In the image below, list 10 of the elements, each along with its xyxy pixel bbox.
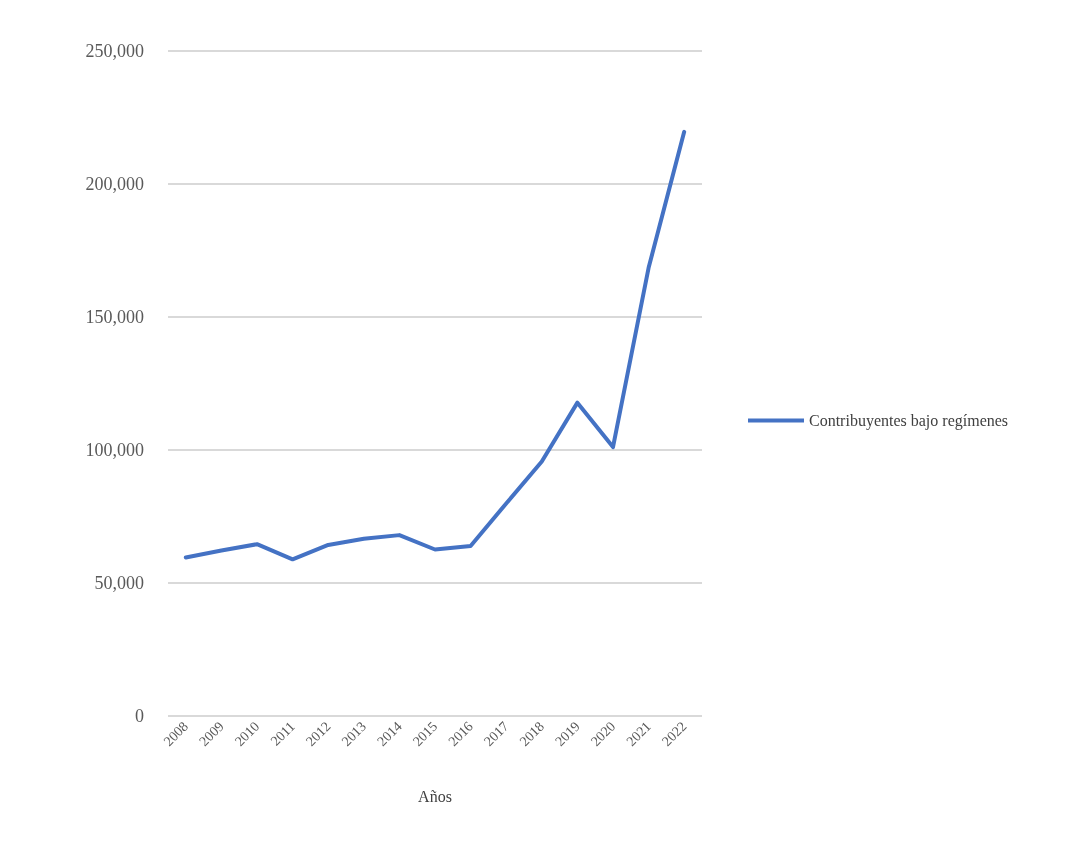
y-tick-label: 150,000 [85, 307, 144, 327]
x-tick-label: 2011 [267, 718, 298, 749]
y-tick-label: 0 [135, 706, 144, 726]
y-tick-label: 250,000 [85, 41, 144, 61]
x-axis-title: Años [418, 787, 452, 805]
y-tick-label: 100,000 [85, 440, 144, 460]
y-tick-label: 50,000 [94, 573, 144, 593]
line-series [183, 129, 687, 562]
y-tick-label: 200,000 [85, 174, 144, 194]
legend-label: Contribuyentes bajo regímenes [809, 412, 1009, 430]
